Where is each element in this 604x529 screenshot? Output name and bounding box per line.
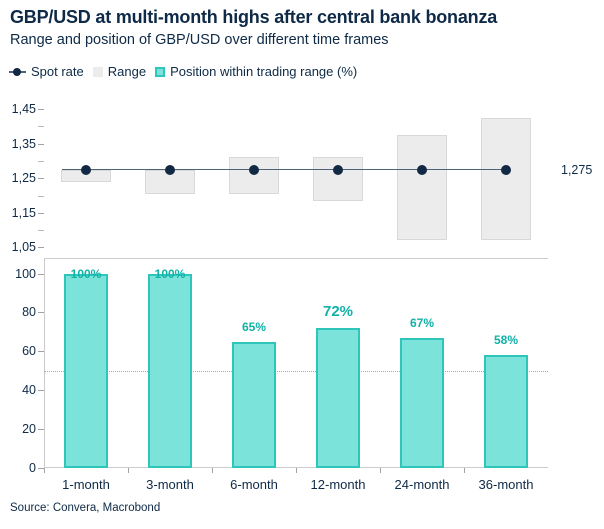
marker-dot	[13, 67, 21, 76]
bar-value-label: 72%	[322, 302, 354, 320]
y-axis-label: 1,45	[11, 102, 36, 116]
spot-rate-line	[62, 168, 506, 171]
y-axis-tick	[38, 312, 44, 314]
spot-rate-dot-3-month	[165, 164, 175, 175]
y-axis-label: 60	[22, 344, 36, 359]
y-axis-label: 40	[22, 383, 36, 398]
y-axis-minor-tick	[38, 126, 44, 128]
y-axis-label: 20	[22, 422, 36, 437]
x-axis-label: 24-month	[394, 477, 450, 492]
spot-rate-value-label: 1,275	[561, 162, 593, 177]
reference-line-50	[44, 370, 548, 372]
chart-subtitle: Range and position of GBP/USD over diffe…	[10, 32, 389, 48]
y-axis-label: 1,05	[11, 240, 36, 255]
position-bar-36-month	[484, 355, 528, 468]
legend-label-spot-rate: Spot rate	[31, 64, 84, 79]
x-axis-tick	[44, 468, 45, 473]
x-axis-tick	[464, 468, 465, 473]
range-bar-12-month	[313, 157, 363, 201]
bar-value-label: 67%	[409, 315, 435, 330]
position-bar-1-month	[64, 273, 108, 468]
range-marker-icon	[92, 66, 103, 77]
y-axis-label: 80	[22, 305, 36, 320]
y-axis-label: 0	[29, 461, 36, 475]
x-axis-label: 3-month	[146, 477, 194, 492]
y-axis-label: 1,25	[11, 171, 36, 186]
bar-value-label: 58%	[493, 333, 519, 348]
range-bar-6-month	[229, 157, 279, 194]
bar-value-label: 100%	[154, 266, 186, 281]
position-bar-3-month	[148, 273, 192, 468]
spot-rate-dot-6-month	[249, 164, 259, 175]
legend-item-spot-rate: Spot rate	[9, 64, 84, 79]
y-axis-label: 100	[15, 266, 36, 281]
x-axis-tick	[380, 468, 381, 473]
y-axis-tick	[38, 468, 44, 469]
range-bar-36-month	[481, 117, 531, 241]
position-marker-icon	[155, 66, 166, 77]
y-axis-tick	[38, 247, 44, 249]
y-axis-tick	[38, 212, 44, 214]
y-axis-minor-tick	[38, 160, 44, 162]
bar-value-label: 65%	[241, 319, 267, 334]
x-axis-label: 12-month	[310, 477, 366, 492]
bar-value-label: 100%	[70, 266, 102, 281]
x-axis-label: 1-month	[62, 477, 110, 492]
y-axis-label: 1,35	[11, 136, 36, 151]
spot-rate-marker-icon	[9, 65, 26, 78]
bottom-panel-top-border	[44, 258, 548, 259]
x-axis-label: 6-month	[230, 477, 278, 492]
y-axis-tick	[38, 429, 44, 431]
legend: Spot rate Range Position within trading …	[9, 64, 357, 79]
legend-item-position: Position within trading range (%)	[155, 64, 357, 79]
x-axis-tick	[296, 468, 297, 473]
spot-rate-dot-24-month	[417, 164, 427, 175]
legend-item-range: Range	[92, 64, 147, 79]
bottom-panel-baseline	[44, 467, 548, 468]
source-note: Source: Convera, Macrobond	[10, 502, 161, 514]
spot-rate-dot-12-month	[333, 164, 343, 175]
y-axis-tick	[38, 143, 44, 145]
chart-title: GBP/USD at multi-month highs after centr…	[10, 7, 498, 27]
bottom-panel-left-axis	[44, 258, 45, 468]
y-axis-tick	[38, 351, 44, 353]
y-axis-tick	[38, 178, 44, 180]
legend-label-position: Position within trading range (%)	[170, 64, 358, 79]
range-bar-24-month	[397, 134, 447, 241]
y-axis-label: 1,15	[11, 205, 36, 220]
x-axis-tick	[212, 468, 213, 473]
legend-label-range: Range	[107, 64, 147, 79]
y-axis-tick	[38, 109, 44, 110]
y-axis-tick	[38, 273, 44, 275]
y-axis-tick	[38, 390, 44, 392]
position-bar-24-month	[400, 337, 444, 468]
position-bar-6-month	[232, 341, 276, 468]
x-axis-label: 36-month	[478, 477, 534, 492]
spot-rate-dot-36-month	[501, 164, 511, 175]
y-axis-minor-tick	[38, 195, 44, 197]
y-axis-minor-tick	[38, 230, 44, 232]
spot-rate-dot-1-month	[81, 164, 91, 175]
position-bar-12-month	[316, 327, 360, 468]
x-axis-tick	[128, 468, 129, 473]
